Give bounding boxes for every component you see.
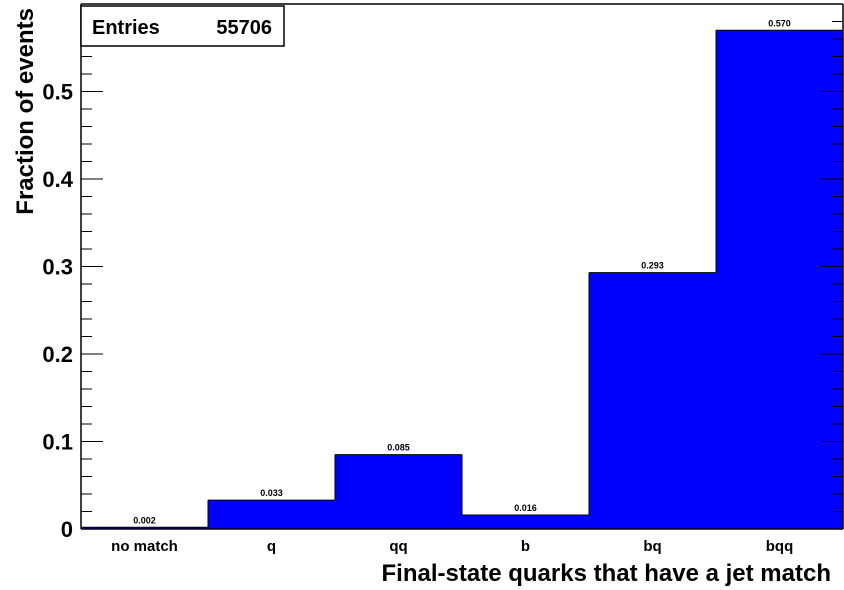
bar-1 (208, 500, 335, 529)
stats-box: Entries 55706 (80, 5, 285, 47)
stats-entries-value: 55706 (216, 17, 272, 39)
y-tick-label-2: 0.2 (42, 342, 73, 367)
bar-2 (335, 454, 462, 529)
y-tick-label-5: 0.5 (42, 80, 73, 105)
tick-labels-group: 00.10.20.30.40.5no match q qq b bq bqq (42, 80, 793, 556)
x-tick-label-0: no match (111, 538, 178, 555)
data-label-0: 0.002 (133, 515, 156, 525)
stats-box-frame (80, 5, 285, 47)
stats-entries-label: Entries (92, 17, 160, 39)
ticks-group (81, 3, 843, 530)
bars-group (81, 29, 843, 529)
y-tick-label-4: 0.4 (42, 167, 73, 192)
data-label-5: 0.570 (768, 18, 791, 28)
value-labels-group: 0.002 0.033 0.085 0.016 0.293 0.570 (133, 18, 791, 525)
data-label-2: 0.085 (387, 443, 410, 453)
data-label-1: 0.033 (260, 488, 283, 498)
bar-3 (462, 515, 589, 529)
x-tick-label-2: qq (389, 538, 407, 555)
y-axis-title: Fraction of events (12, 8, 39, 215)
y-tick-label-1: 0.1 (42, 430, 73, 455)
x-tick-label-4: bq (643, 538, 661, 555)
y-tick-label-0: 0 (61, 517, 73, 542)
data-label-4: 0.293 (641, 261, 664, 271)
x-tick-label-3: b (521, 538, 530, 555)
data-label-3: 0.016 (514, 503, 537, 513)
bar-0 (81, 527, 208, 529)
x-tick-label-5: bqq (766, 538, 794, 555)
bar-5 (716, 30, 843, 529)
y-tick-label-3: 0.3 (42, 255, 73, 280)
x-tick-label-1: q (267, 538, 276, 555)
bar-4 (589, 272, 716, 529)
x-axis-title: Final-state quarks that have a jet match (382, 560, 831, 587)
